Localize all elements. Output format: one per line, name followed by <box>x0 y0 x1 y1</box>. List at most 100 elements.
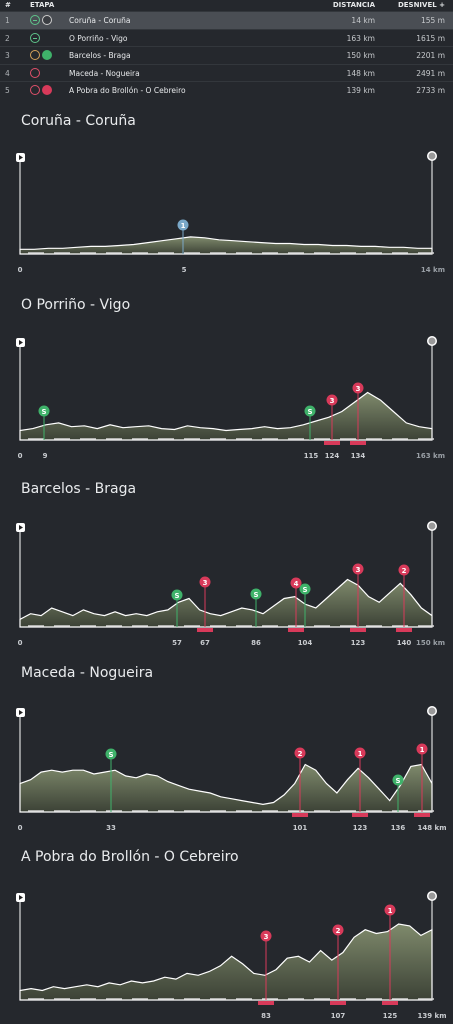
stage-row[interactable]: 3 Barcelos - Braga 150 km 2201 m <box>0 46 453 64</box>
axis-tick-label: 134 <box>351 452 366 460</box>
profile-title: Barcelos - Braga <box>21 481 137 497</box>
axis-tick-label: 0 <box>18 452 23 460</box>
stage-profile-chart: S 2 1 S 1 0 33 101 123 136 148 km <box>16 706 447 832</box>
climb-segment <box>292 813 308 817</box>
axis-tick-label: 136 <box>391 824 406 832</box>
profile-title: Maceda - Nogueira <box>21 665 154 681</box>
axis-tick-label: 124 <box>325 452 340 460</box>
kom-marker <box>332 924 344 936</box>
stage-row[interactable]: 2 O Porriño - Vigo 163 km 1615 m <box>0 28 453 47</box>
marker-label: 1 <box>181 222 186 230</box>
profile-title: Coruña - Coruña <box>21 113 136 129</box>
climb-segment <box>258 1001 274 1005</box>
axis-tick-label: 0 <box>18 639 23 647</box>
table-header: # ETAPA DISTANCIA DESNIVEL + <box>0 0 453 11</box>
profile-title: O Porriño - Vigo <box>21 297 131 313</box>
marker-label: S <box>307 408 312 416</box>
climb-segment <box>352 813 368 817</box>
axis-tick-label: 9 <box>43 452 48 460</box>
axis-tick-label: 125 <box>383 1012 398 1020</box>
marker-label: S <box>108 751 113 759</box>
marker-label: S <box>41 408 46 416</box>
profile-title: A Pobra do Brollón - O Cebreiro <box>21 849 239 865</box>
header-stage: ETAPA <box>30 1 55 9</box>
sprint-marker <box>105 748 117 760</box>
total-distance-label: 14 km <box>421 266 445 274</box>
mountain-icon <box>30 67 40 78</box>
hilly-stage-icon <box>42 50 52 60</box>
marker-label: S <box>174 592 179 600</box>
sprint-marker <box>392 774 404 786</box>
sprint-marker <box>250 588 262 600</box>
climb-segment <box>396 628 412 632</box>
start-flag-icon <box>16 338 25 347</box>
axis-tick-label: 139 km <box>418 1012 447 1020</box>
stage-row[interactable]: 4 Maceda - Nogueira 148 km 2491 m <box>0 63 453 82</box>
kom-marker <box>384 904 396 916</box>
climb-segment <box>350 628 366 632</box>
climb-segment <box>330 1001 346 1005</box>
axis-tick-label: 101 <box>293 824 308 832</box>
marker-label: 3 <box>264 933 269 941</box>
stage-row[interactable]: 1 Coruña - Coruña 14 km 155 m <box>0 11 453 29</box>
kom-marker <box>260 930 272 942</box>
header-num: # <box>5 1 11 9</box>
sprint-marker <box>171 589 183 601</box>
stage-profile-chart: S S 3 3 0 9 115 124 134 163 km <box>16 336 445 460</box>
axis-tick-label: 5 <box>182 266 187 274</box>
finish-flag-icon <box>427 891 437 901</box>
stage-row[interactable]: 5 A Pobra do Brollón - O Cebreiro 139 km… <box>0 81 453 99</box>
sprint-marker <box>38 405 50 417</box>
summit-finish-icon <box>42 85 52 95</box>
climb-segment <box>382 1001 398 1005</box>
marker-label: 3 <box>330 397 335 405</box>
total-distance-label: 163 km <box>416 452 445 460</box>
climb-segment <box>324 441 340 445</box>
elevation-ridge <box>19 923 433 1001</box>
marker-label: 2 <box>402 567 407 575</box>
axis-tick-label: 115 <box>304 452 319 460</box>
axis-tick-label: 123 <box>353 824 368 832</box>
axis-tick-label: 140 <box>397 639 412 647</box>
kom-marker <box>398 564 410 576</box>
start-flag-icon <box>16 153 25 162</box>
marker-label: 1 <box>388 907 393 915</box>
axis-tick-label: 57 <box>172 639 182 647</box>
hilly-icon <box>30 50 40 60</box>
marker-label: S <box>302 586 307 594</box>
finish-flag-icon <box>427 706 437 716</box>
marker-label: 1 <box>358 750 363 758</box>
flat-icon <box>30 15 40 25</box>
axis-tick-label: 104 <box>298 639 313 647</box>
kom-marker <box>354 747 366 759</box>
marker-label: 2 <box>336 927 341 935</box>
kom-marker <box>352 382 364 394</box>
climb-segment <box>414 813 430 817</box>
total-distance-label: 150 km <box>416 639 445 647</box>
header-distance[interactable]: DISTANCIA <box>332 1 375 9</box>
sprint-marker <box>304 405 316 417</box>
marker-label: S <box>253 591 258 599</box>
sprint-marker <box>299 583 311 595</box>
stage-profile-chart: 3 2 1 83 107 125 139 km <box>16 891 447 1020</box>
marker-label: 3 <box>356 385 361 393</box>
marker-label: 2 <box>298 750 303 758</box>
kom-marker <box>294 747 306 759</box>
marker-label: 3 <box>203 579 208 587</box>
axis-tick-label: 33 <box>106 824 116 832</box>
kom-marker <box>416 743 428 755</box>
elevation-ridge <box>19 236 433 255</box>
elevation-ridge <box>19 578 433 628</box>
kom-marker <box>326 394 338 406</box>
mountain-icon <box>30 85 40 95</box>
axis-tick-label: 67 <box>200 639 210 647</box>
stage-profile-chart: 1 0 5 14 km <box>16 151 445 274</box>
header-elevation[interactable]: DESNIVEL + <box>397 1 445 9</box>
start-flag-icon <box>16 523 25 532</box>
finish-flag-icon <box>427 151 437 161</box>
climb-segment <box>197 628 213 632</box>
axis-tick-label: 0 <box>18 266 23 274</box>
marker-label: S <box>395 777 400 785</box>
flat-icon <box>30 32 40 43</box>
